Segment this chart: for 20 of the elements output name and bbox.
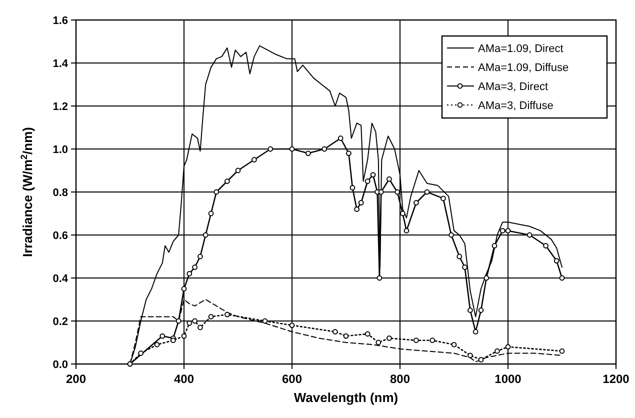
y-tick-label: 1.2 [52, 101, 68, 113]
legend-label: AMa=3, Diffuse [478, 100, 554, 112]
legend-label: AMa=1.09, Diffuse [478, 62, 569, 74]
x-tick-label: 1000 [494, 372, 522, 386]
y-tick-label: 1.0 [52, 144, 68, 156]
y-tick-label: 0.4 [52, 273, 69, 285]
x-tick-label: 200 [66, 372, 86, 386]
x-tick-label: 800 [390, 372, 410, 386]
legend-label: AMa=1.09, Direct [478, 43, 564, 55]
x-axis-title: Wavelength (nm) [294, 390, 398, 405]
y-tick-label: 1.4 [52, 58, 69, 70]
y-tick-label: 0.8 [52, 187, 68, 199]
y-tick-label: 0.2 [52, 316, 68, 328]
y-tick-label: 1.6 [52, 15, 68, 27]
legend-label: AMa=3, Direct [478, 81, 548, 93]
x-tick-label: 400 [174, 372, 194, 386]
x-tick-label: 600 [282, 372, 302, 386]
y-tick-label: 0.6 [52, 230, 68, 242]
x-tick-label: 1200 [602, 372, 630, 386]
y-tick-label: 0.0 [52, 359, 68, 371]
